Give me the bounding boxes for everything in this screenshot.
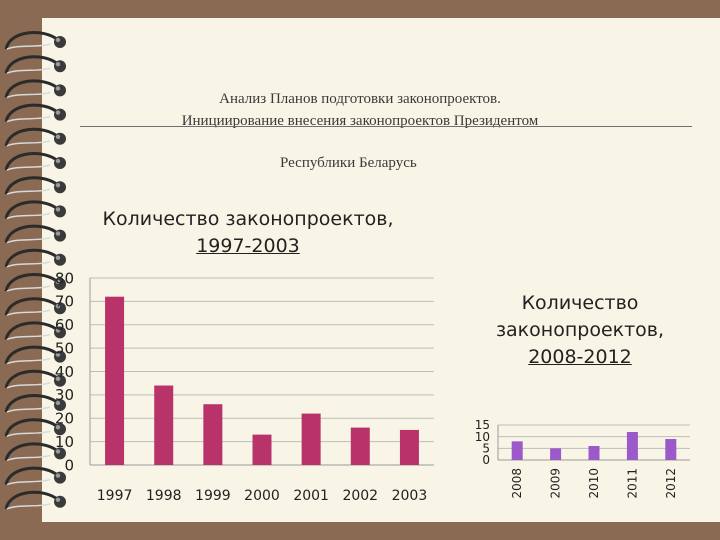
y-tick-label: 60 [55, 316, 74, 334]
bar-1997 [105, 296, 125, 465]
chart-2008-2012-title: Количество законопроектов, 2008-2012 [462, 290, 698, 371]
spiral-ring [4, 79, 66, 99]
x-tick-label: 2002 [342, 488, 378, 504]
x-tick-label: 2000 [244, 488, 280, 504]
slide-title: Анализ Планов подготовки законопроектов.… [80, 88, 640, 132]
spiral-ring [4, 273, 66, 292]
y-tick-label: 0 [64, 456, 74, 474]
spiral-ring [4, 248, 66, 268]
bar-2011 [626, 432, 638, 460]
slide-subtitle: Республики Беларусь [280, 155, 417, 171]
bar-2002 [350, 427, 370, 465]
bar-1999 [203, 404, 223, 465]
y-tick-label: 70 [55, 293, 74, 311]
chart-1997-2003-title: Количество законопроектов, 1997-2003 [78, 206, 418, 260]
spiral-ring [4, 176, 66, 195]
spiral-ring [4, 466, 66, 486]
y-tick-label: 10 [475, 430, 490, 444]
x-tick-label: 2012 [664, 468, 678, 499]
y-tick-label: 10 [55, 433, 74, 451]
bar-2010 [588, 446, 600, 460]
y-tick-label: 5 [482, 442, 490, 456]
y-tick-label: 50 [55, 339, 74, 357]
spiral-ring [4, 127, 66, 147]
bar-2008 [511, 441, 523, 460]
bar-2000 [252, 434, 272, 465]
chart-2008-2012-title-line2: законопроектов, [495, 319, 665, 341]
y-tick-label: 20 [55, 410, 74, 428]
y-tick-label: 15 [475, 418, 490, 432]
spiral-ring [4, 297, 66, 316]
x-tick-label: 1998 [146, 488, 182, 504]
x-tick-label: 2011 [625, 468, 639, 499]
spiral-ring [4, 418, 66, 437]
x-tick-label: 2010 [587, 468, 601, 499]
spiral-ring [4, 442, 66, 462]
spiral-ring [4, 345, 66, 365]
bar-2001 [301, 413, 321, 465]
spiral-ring [4, 31, 66, 50]
y-tick-label: 30 [55, 386, 74, 404]
chart-1997-2003-title-line1: Количество законопроектов, [102, 208, 394, 230]
bar-2009 [550, 448, 562, 460]
x-tick-label: 1997 [97, 488, 133, 504]
y-tick-label: 80 [55, 269, 74, 287]
spiral-ring [4, 394, 66, 413]
spiral-ring [4, 55, 66, 74]
spiral-ring [4, 321, 66, 341]
title-divider [80, 126, 692, 127]
spiral-ring [4, 224, 66, 244]
spiral-ring [4, 103, 66, 123]
x-tick-label: 1999 [195, 488, 231, 504]
y-tick-label: 0 [482, 453, 490, 467]
spiral-ring [4, 200, 66, 220]
chart-2008-2012-title-line3: 2008-2012 [528, 346, 632, 368]
y-tick-label: 40 [55, 363, 74, 381]
x-tick-label: 2003 [392, 488, 428, 504]
x-tick-label: 2008 [510, 468, 524, 499]
chart-2008-2012-title-line1: Количество [521, 292, 639, 314]
slide-title-line1: Анализ Планов подготовки законопроектов. [219, 91, 501, 107]
bar-1998 [154, 385, 174, 465]
slide-title-line2: Инициирование внесения законопроектов Пр… [181, 113, 539, 129]
spiral-ring [4, 490, 66, 510]
chart-1997-2003-title-line2: 1997-2003 [196, 235, 300, 257]
x-tick-label: 2009 [549, 468, 563, 499]
spiral-ring [4, 152, 66, 171]
spiral-ring [4, 369, 66, 389]
x-tick-label: 2001 [293, 488, 329, 504]
spiral-binding-rings [4, 31, 66, 510]
bar-2003 [399, 429, 419, 465]
bar-2012 [665, 439, 677, 460]
